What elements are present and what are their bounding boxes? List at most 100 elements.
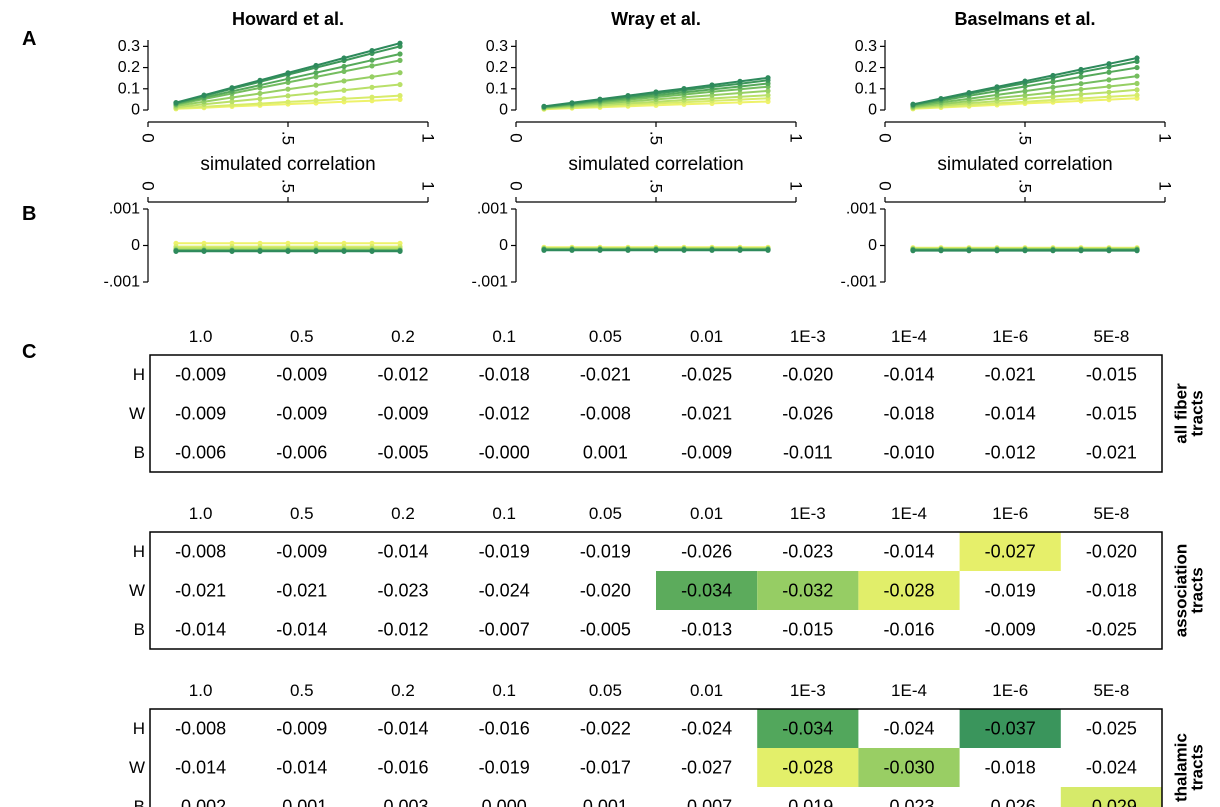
heatmap-cell-value: -0.000 xyxy=(479,443,530,463)
y-tick-label: .001 xyxy=(477,201,508,218)
data-point xyxy=(681,85,687,92)
data-point xyxy=(369,94,375,100)
heatmap-cell-value: -0.021 xyxy=(276,581,327,601)
x-tick-label: .5 xyxy=(1016,131,1035,145)
y-tick-label: .001 xyxy=(846,201,877,218)
data-point xyxy=(765,92,771,98)
heatmap-cell-value: -0.008 xyxy=(175,719,226,739)
y-tick-label: 0 xyxy=(868,237,877,254)
x-tick-label: 0 xyxy=(139,181,158,190)
heatmap-cell-value: -0.029 xyxy=(1086,797,1137,807)
chart-b-0: 0 .5 1 .001 0 -.001 xyxy=(104,179,438,291)
data-point xyxy=(569,100,575,106)
data-point xyxy=(285,76,291,82)
heatmap-cell-value: 0.001 xyxy=(583,797,628,807)
y-tick-label: 0.1 xyxy=(855,80,877,97)
data-point xyxy=(1078,91,1084,97)
data-point xyxy=(1134,80,1140,87)
data-point xyxy=(257,248,263,254)
data-point xyxy=(257,96,263,102)
data-point xyxy=(1106,69,1112,75)
data-point xyxy=(313,82,319,88)
data-point xyxy=(397,96,403,102)
heatmap-cell-value: -0.024 xyxy=(1086,758,1137,778)
column-header: 1E-3 xyxy=(790,681,826,700)
heatmap-cell-value: -0.018 xyxy=(1086,581,1137,601)
row-label: B xyxy=(134,620,145,639)
heatmap-cell-value: -0.024 xyxy=(681,719,732,739)
column-header: 0.5 xyxy=(290,681,314,700)
y-tick-label: -.001 xyxy=(841,274,878,291)
heatmap-cell-highlight xyxy=(959,709,1061,748)
heatmap-cell-value: -0.014 xyxy=(883,542,934,562)
heatmap-cell-value: -0.015 xyxy=(1086,365,1137,385)
panel-c: 1.0 0.5 0.2 0.1 0.05 0.01 1E-3 1E-4 1E-6 5E-8 H -0.… xyxy=(129,327,1206,807)
data-point xyxy=(1134,55,1140,61)
data-point xyxy=(1050,79,1056,85)
chart-a-0: Howard et al. 0 0.1 0.2 0.3 0 .5 1 simulated cor… xyxy=(118,9,438,175)
data-point xyxy=(201,248,207,254)
data-point xyxy=(737,247,743,253)
row-label: H xyxy=(133,542,145,561)
heatmap-cell-value: -0.003 xyxy=(377,797,428,807)
column-header: 1.0 xyxy=(189,327,213,346)
heatmap-cell-value: -0.019 xyxy=(580,542,631,562)
heatmap-cell-value: -0.021 xyxy=(985,365,1036,385)
block-side-label-line: tracts xyxy=(1187,744,1206,790)
data-point xyxy=(341,248,347,254)
chart-title: Wray et al. xyxy=(611,9,701,29)
heatmap-cell-value: -0.009 xyxy=(175,365,226,385)
x-axis-label: simulated correlation xyxy=(937,154,1112,175)
data-point xyxy=(285,248,291,254)
data-point xyxy=(994,248,1000,254)
heatmap-cell-value: -0.026 xyxy=(985,797,1036,807)
heatmap-cell-highlight xyxy=(757,748,859,787)
data-point xyxy=(625,247,631,253)
heatmap-block-1: 1.0 0.5 0.2 0.1 0.05 0.01 1E-3 1E-4 1E-6 5E-8 H -0.… xyxy=(129,504,1206,650)
heatmap-cell-value: -0.020 xyxy=(782,365,833,385)
data-point xyxy=(1022,78,1028,84)
chart-title: Howard et al. xyxy=(232,9,344,29)
data-point xyxy=(397,248,403,254)
data-point xyxy=(709,82,715,88)
data-point xyxy=(397,57,403,63)
column-header: 5E-8 xyxy=(1093,327,1129,346)
data-point xyxy=(285,93,291,99)
heatmap-cell-value: -0.024 xyxy=(479,581,530,601)
y-tick-label: 0.1 xyxy=(118,80,140,97)
heatmap-cell-value: -0.006 xyxy=(175,443,226,463)
heatmap-cell-value: -0.009 xyxy=(276,542,327,562)
data-point xyxy=(910,101,916,107)
column-header: 0.01 xyxy=(690,681,723,700)
data-point xyxy=(765,75,771,81)
data-point xyxy=(173,99,179,106)
heatmap-cell-highlight xyxy=(757,709,859,748)
row-label: B xyxy=(134,443,145,462)
heatmap-cell-value: -0.014 xyxy=(377,719,428,739)
heatmap-cell-value: -0.007 xyxy=(681,797,732,807)
data-point xyxy=(1078,248,1084,254)
data-point xyxy=(1106,89,1112,95)
x-tick-label: .5 xyxy=(279,179,298,193)
y-tick-label: 0.2 xyxy=(118,59,140,76)
column-header: 1E-6 xyxy=(992,327,1028,346)
data-point xyxy=(1106,94,1112,100)
block-side-label-line: tracts xyxy=(1187,567,1206,613)
column-header: 1E-3 xyxy=(790,504,826,523)
heatmap-cell-value: -0.008 xyxy=(175,542,226,562)
heatmap-cell-value: -0.024 xyxy=(883,719,934,739)
data-point xyxy=(341,87,347,93)
heatmap-cell-value: -0.026 xyxy=(782,404,833,424)
data-point xyxy=(1022,92,1028,98)
heatmap-border xyxy=(149,531,1163,650)
x-tick-label: 0 xyxy=(507,133,526,142)
heatmap-cell-highlight xyxy=(1060,787,1162,807)
chart-b-1: 0 .5 1 .001 0 -.001 xyxy=(472,179,806,291)
column-header: 5E-8 xyxy=(1093,504,1129,523)
column-header: 0.1 xyxy=(492,327,516,346)
heatmap-cell-value: -0.027 xyxy=(985,542,1036,562)
row-label: W xyxy=(129,758,145,777)
y-tick-label: -.001 xyxy=(472,274,509,291)
data-point xyxy=(653,89,659,95)
heatmap-cell-value: -0.014 xyxy=(883,365,934,385)
